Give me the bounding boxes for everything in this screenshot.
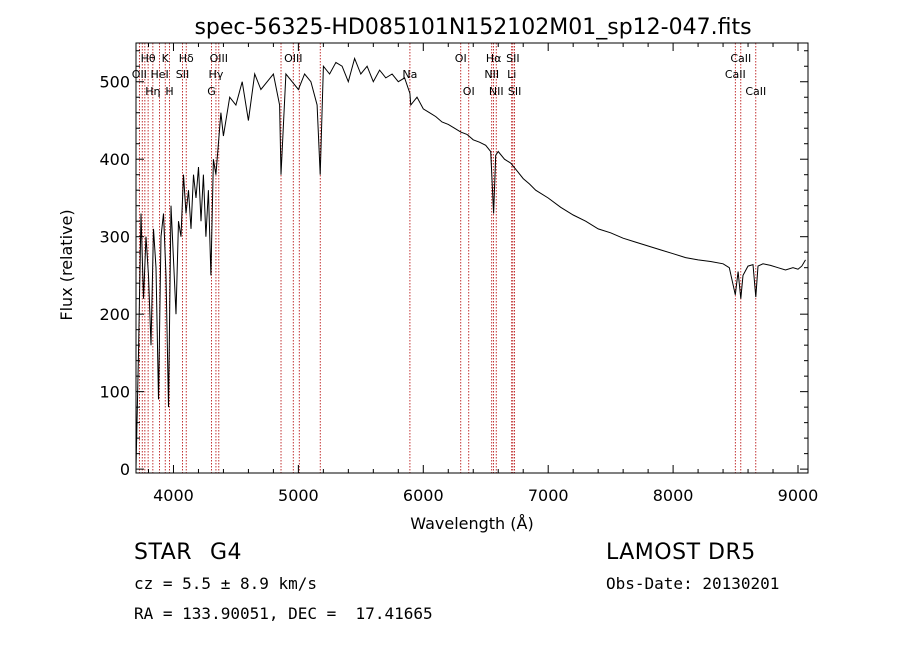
- survey-name: LAMOST DR5: [606, 540, 756, 565]
- line-label: SII: [508, 85, 521, 98]
- line-label: K: [162, 52, 170, 65]
- y-tick-label: 0: [120, 460, 130, 479]
- line-label: OIII: [210, 52, 228, 65]
- line-label: Hα: [486, 52, 502, 65]
- line-label: OI: [463, 85, 475, 98]
- plot-frame: [135, 42, 809, 474]
- redshift-readout: cz = 5.5 ± 8.9 km/s: [134, 574, 318, 593]
- line-label: HeI: [150, 68, 168, 81]
- line-label: Hη: [145, 85, 160, 98]
- x-tick-label: 9000: [778, 486, 819, 505]
- x-axis-label: Wavelength (Å): [410, 514, 533, 533]
- line-label: OI: [455, 52, 467, 65]
- line-labels: Hθ OII Hη K HeI H Hδ SII OIII Hγ G OIII Na OI OI Hα SII N…: [132, 52, 766, 98]
- line-label: OIII: [284, 52, 302, 65]
- line-label: Hθ: [141, 52, 156, 65]
- y-tick-label: 300: [99, 228, 130, 247]
- y-axis: 0 100 200 300 400 500: [99, 50, 808, 479]
- line-label: SII: [176, 68, 189, 81]
- line-label: Hγ: [209, 68, 224, 81]
- y-tick-label: 100: [99, 383, 130, 402]
- line-label: SII: [506, 52, 519, 65]
- line-label: OII: [132, 68, 147, 81]
- object-class: STAR: [134, 540, 193, 565]
- x-tick-label: 7000: [528, 486, 569, 505]
- x-tick-label: 8000: [653, 486, 694, 505]
- object-subclass: G4: [210, 540, 243, 565]
- line-label: Hδ: [179, 52, 194, 65]
- y-tick-label: 200: [99, 305, 130, 324]
- y-axis-label: Flux (relative): [57, 209, 76, 320]
- line-label: Na: [402, 68, 417, 81]
- line-label: Li: [507, 68, 516, 81]
- line-label: CaII: [725, 68, 746, 81]
- coordinates: RA = 133.90051, DEC = 17.41665: [134, 604, 433, 623]
- obs-date: Obs-Date: 20130201: [606, 574, 780, 593]
- line-label: G: [207, 85, 216, 98]
- line-label: CaII: [730, 52, 751, 65]
- y-tick-label: 400: [99, 150, 130, 169]
- line-label: H: [165, 85, 173, 98]
- line-label: NII: [489, 85, 504, 98]
- y-tick-label: 500: [99, 73, 130, 92]
- x-tick-label: 4000: [153, 486, 194, 505]
- chart-title: spec-56325-HD085101N152102M01_sp12-047.f…: [194, 15, 751, 40]
- line-markers: [138, 43, 757, 473]
- x-axis: 4000 5000 6000 7000 8000 9000: [147, 43, 819, 505]
- x-tick-label: 5000: [278, 486, 319, 505]
- line-label: NII: [484, 68, 499, 81]
- x-tick-label: 6000: [403, 486, 444, 505]
- spectrum-line: [135, 56, 806, 470]
- line-label: CaII: [745, 85, 766, 98]
